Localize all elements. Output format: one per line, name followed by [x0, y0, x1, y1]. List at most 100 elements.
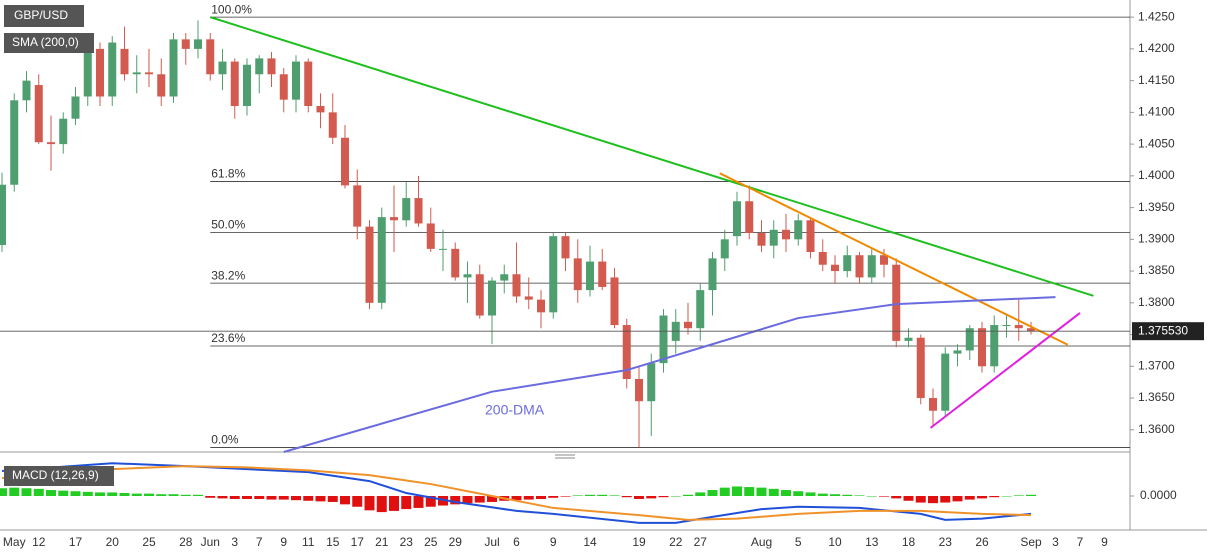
macd-bar	[352, 496, 363, 507]
macd-bar	[658, 496, 669, 498]
plot: 1.4250 1.4200 1.4150 1.4100 1.4050 1.4000 1.39…	[0, 2, 1204, 549]
line-label: 200-DMA	[485, 402, 545, 418]
y-tick-label: 1.3900	[1138, 232, 1175, 246]
macd-bar	[585, 494, 595, 496]
candle-body	[475, 274, 484, 316]
macd-bar	[695, 492, 706, 496]
candle-body	[831, 264, 839, 272]
macd-bar	[303, 496, 314, 501]
candle-body	[733, 201, 741, 237]
candle-body	[377, 217, 386, 303]
macd-bar	[683, 494, 693, 496]
candle-body	[426, 223, 435, 249]
macd-bar	[389, 496, 399, 511]
candle-body	[659, 315, 668, 364]
macd-bar	[1001, 496, 1012, 497]
candle-body	[524, 296, 533, 300]
x-tick-label: 26	[975, 535, 989, 549]
fib-label: 0.0%	[211, 433, 239, 447]
candle-body	[47, 142, 55, 145]
macd-bar	[364, 496, 375, 511]
candle-body	[451, 248, 460, 278]
y-tick-label: 1.3600	[1138, 422, 1175, 436]
candle-body	[610, 277, 619, 326]
x-tick-label: 23	[939, 535, 953, 549]
y-tick-label: 1.3850	[1138, 263, 1175, 277]
macd-bar	[523, 496, 534, 500]
macd-tick-label: 0.0000	[1140, 488, 1177, 502]
x-tick-label: Sep	[1020, 535, 1042, 549]
indicator-box	[4, 33, 94, 53]
fib-label: 38.2%	[211, 268, 245, 282]
macd-bar	[805, 492, 816, 496]
candle-body	[316, 106, 325, 113]
candle-body	[328, 112, 337, 138]
macd-bar	[70, 491, 81, 496]
candle-body	[169, 39, 178, 97]
macd-bar	[487, 496, 497, 502]
macd-bar	[732, 486, 742, 496]
candle-body	[684, 321, 692, 329]
x-tick-label: 25	[142, 535, 156, 549]
candle-body	[757, 232, 766, 246]
y-tick-label: 1.3950	[1138, 200, 1175, 214]
x-tick-label: 14	[583, 535, 597, 549]
indicator-label: SMA (200,0)	[12, 35, 79, 49]
x-tick-label: 13	[865, 535, 879, 549]
candle-body	[132, 72, 141, 75]
x-tick-label: 7	[1077, 535, 1084, 549]
macd-label: MACD (12,26,9)	[12, 468, 99, 482]
macd-bar	[438, 496, 448, 506]
x-tick-label: 12	[32, 535, 46, 549]
macd-bar	[977, 496, 987, 499]
x-tick-label: 9	[550, 535, 557, 549]
macd-bar	[768, 488, 779, 496]
macd-bar	[327, 496, 338, 502]
macd-bar	[242, 496, 252, 499]
candle-body	[720, 239, 729, 259]
y-tick-label: 1.4250	[1138, 9, 1175, 23]
candle-body	[0, 184, 6, 246]
macd-bar	[266, 496, 277, 500]
macd-bar	[670, 496, 681, 497]
macd-bar	[82, 491, 93, 496]
x-tick-label: Jul	[484, 535, 499, 549]
candle-body	[439, 248, 447, 250]
x-tick-label: 17	[69, 535, 83, 549]
macd-box	[4, 466, 114, 486]
y-tick-label: 1.3800	[1138, 295, 1175, 309]
candle-body	[635, 378, 643, 402]
fib-label: 23.6%	[211, 331, 245, 345]
macd-bar	[401, 496, 412, 510]
macd-bar	[964, 496, 975, 500]
x-tick-label: 21	[375, 535, 389, 549]
candle-body	[867, 255, 876, 278]
macd-bar	[1026, 494, 1036, 496]
candle-body	[365, 226, 374, 303]
x-tick-label: 25	[424, 535, 438, 549]
x-tick-label: May	[3, 535, 26, 549]
y-tick-label: 1.4200	[1138, 41, 1175, 55]
candle-body	[794, 220, 803, 240]
candle-body	[880, 255, 888, 265]
candle-body	[843, 255, 852, 272]
macd-bar	[1013, 495, 1024, 496]
last-price-box	[1132, 322, 1204, 341]
macd-bar	[58, 490, 69, 496]
fib-label: 61.8%	[211, 167, 245, 181]
macd-bar	[462, 496, 473, 504]
candle-body	[696, 290, 705, 329]
macd-bar	[511, 496, 522, 501]
candle-body	[916, 337, 925, 399]
x-tick-label: 22	[669, 535, 683, 549]
candle-body	[463, 274, 472, 278]
macd-bar	[952, 496, 963, 502]
x-tick-label: 11	[302, 535, 315, 549]
macd-bar	[254, 496, 265, 499]
macd-bar	[866, 496, 877, 497]
trend-line	[209, 16, 1094, 297]
y-tick-label: 1.4100	[1138, 105, 1175, 119]
candle-body	[549, 236, 558, 313]
y-tick-label: 1.4150	[1138, 73, 1175, 87]
